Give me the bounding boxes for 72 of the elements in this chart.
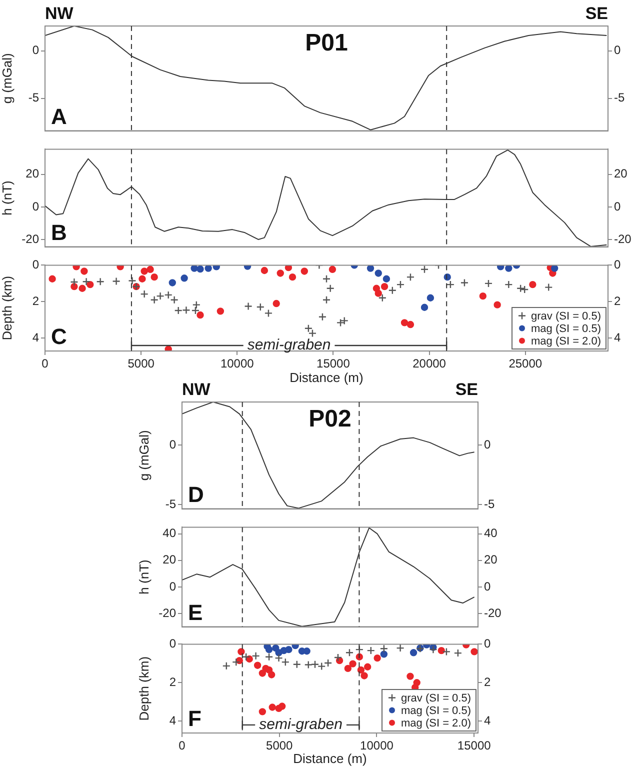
y-tick-label: 0 (169, 579, 176, 594)
y-tick-label: 0 (169, 437, 176, 452)
annotation: B (51, 220, 67, 245)
y2-tick-label: 0 (484, 437, 491, 452)
annotation: semi-graben (259, 716, 342, 734)
y-tick-label: 0 (32, 258, 40, 272)
y-tick-label: 0 (169, 636, 176, 651)
legend-label: mag (SI = 0.5) (531, 322, 602, 335)
y-tick-label: -5 (28, 90, 40, 105)
y2-tick-label: 4 (484, 713, 491, 728)
y-axis-title: g (mGal) (136, 430, 152, 481)
x-tick-label: 10000 (360, 738, 394, 753)
text: NW (45, 4, 74, 24)
x-tick-label: 0 (178, 738, 186, 753)
y-tick-label: 4 (169, 713, 176, 728)
y2-tick-label: 0 (484, 636, 491, 651)
legend-label: grav (SI = 0.5) (401, 692, 472, 704)
y-tick-label: 4 (32, 330, 40, 345)
y-tick-label: 20 (26, 166, 40, 181)
text: SE (585, 4, 608, 24)
y2-tick-label: 0 (614, 199, 621, 214)
text: SE (455, 380, 478, 400)
y-tick-label: 2 (169, 674, 176, 689)
legend-label: mag (SI = 2.0) (401, 717, 472, 730)
x-tick-label: 10000 (220, 356, 254, 371)
y-tick-label: 40 (162, 526, 176, 540)
annotation: E (188, 600, 203, 625)
chart-title: P01 (305, 30, 348, 57)
y-tick-label: 20 (162, 552, 176, 567)
annotation: semi-graben (247, 336, 331, 354)
y2-tick-label: -5 (484, 496, 495, 511)
annotation: D (188, 482, 204, 507)
text: NW (182, 380, 212, 400)
x-tick-label: 20000 (412, 356, 446, 371)
chart-title: P02 (308, 406, 352, 433)
y-tick-label: 0 (32, 43, 40, 58)
y2-tick-label: 4 (614, 330, 621, 345)
y2-tick-label: 20 (484, 552, 498, 567)
y-axis-title: Depth (km) (136, 656, 152, 721)
x-tick-label: 15000 (316, 356, 350, 371)
y2-tick-label: -20 (484, 606, 502, 620)
y-tick-label: -20 (22, 232, 40, 246)
y2-tick-label: 2 (484, 674, 491, 689)
annotation: A (51, 104, 67, 129)
annotation: F (188, 706, 202, 732)
x-tick-label: 15000 (457, 738, 492, 753)
y2-tick-label: -5 (614, 90, 625, 105)
annotation: C (51, 324, 67, 350)
y-axis-title: Depth (km) (0, 276, 14, 340)
y-tick-label: 0 (32, 199, 40, 214)
x-axis-title: Distance (m) (290, 370, 364, 385)
y2-tick-label: 0 (484, 579, 491, 594)
y-axis-title: h (nT) (0, 180, 14, 216)
x-tick-label: 0 (42, 356, 49, 371)
y-tick-label: 2 (32, 294, 40, 308)
y2-tick-label: 20 (614, 166, 628, 181)
legend-label: mag (SI = 2.0) (531, 335, 602, 348)
y2-tick-label: 2 (614, 294, 621, 308)
y-tick-label: -5 (165, 496, 176, 511)
y2-tick-label: 40 (484, 526, 498, 540)
x-axis-title: Distance (m) (293, 750, 367, 766)
y2-tick-label: 0 (614, 43, 621, 58)
y-axis-title: g (mGal) (0, 53, 14, 104)
x-tick-label: 5000 (128, 356, 155, 371)
y-tick-label: -20 (158, 606, 176, 620)
y-axis-title: h (nT) (136, 560, 152, 594)
y2-tick-label: 0 (614, 258, 621, 272)
legend-label: mag (SI = 0.5) (401, 704, 472, 717)
legend-label: grav (SI = 0.5) (531, 310, 602, 322)
y2-tick-label: -20 (614, 232, 632, 246)
x-tick-label: 5000 (266, 738, 294, 753)
x-tick-label: 25000 (508, 356, 542, 371)
